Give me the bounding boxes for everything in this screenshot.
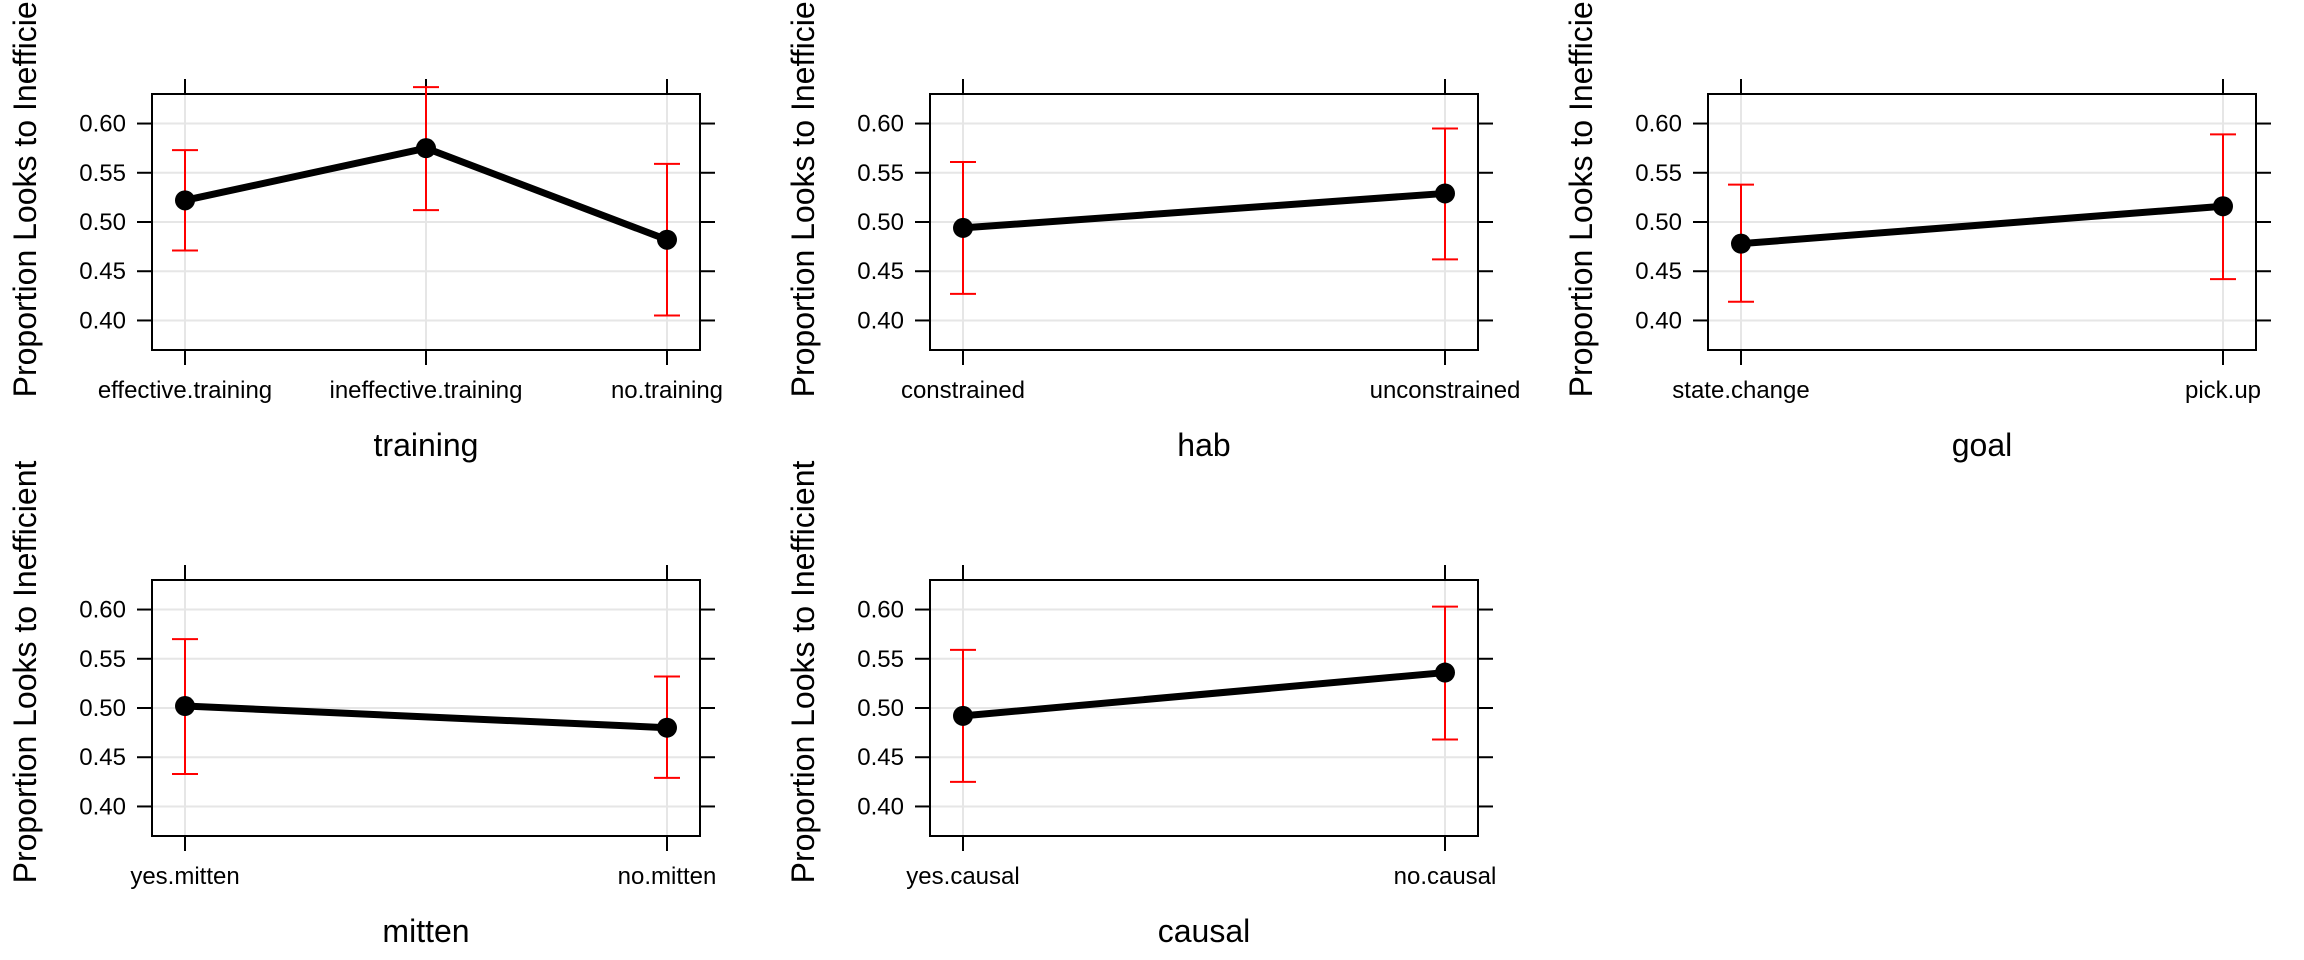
y-tick-label: 0.60 <box>79 111 126 138</box>
y-tick-label: 0.45 <box>857 744 904 771</box>
y-tick-label: 0.60 <box>1635 111 1682 138</box>
y-tick-label: 0.60 <box>857 111 904 138</box>
y-axis-title: Proportion Looks to Inefficient <box>7 0 43 397</box>
data-point <box>1435 662 1455 683</box>
y-axis-title: Proportion Looks to Inefficient <box>7 461 43 884</box>
x-tick-label: effective.training <box>98 377 272 404</box>
panel-mitten: 0.40 0.45 0.50 0.55 0.60 yes.mitten no.mitten m… <box>7 461 716 950</box>
y-tick-label: 0.50 <box>79 209 126 236</box>
x-tick-label: constrained <box>901 377 1025 404</box>
data-point <box>657 229 677 250</box>
y-tick-label: 0.55 <box>79 646 126 673</box>
y-tick-label: 0.40 <box>1635 307 1682 334</box>
y-tick-label: 0.40 <box>79 307 126 334</box>
x-tick-label: no.training <box>611 377 723 404</box>
x-axis-title: goal <box>1952 427 2013 463</box>
panel-goal: 0.40 0.45 0.50 0.55 0.60 state.change pick.up g… <box>1563 0 2271 463</box>
y-tick-label: 0.50 <box>1635 209 1682 236</box>
y-tick-label: 0.55 <box>79 160 126 187</box>
plot-frame <box>151 579 701 837</box>
y-axis-title: Proportion Looks to Inefficient <box>1563 0 1599 397</box>
data-point <box>1731 233 1751 254</box>
plot-frame <box>929 93 1479 351</box>
x-axis-title: causal <box>1158 913 1251 949</box>
x-tick-label: yes.causal <box>906 863 1019 890</box>
effect-line <box>959 669 1449 720</box>
data-point <box>1435 183 1455 204</box>
y-axis-title: Proportion Looks to Inefficient <box>785 0 821 397</box>
data-point <box>175 190 195 211</box>
y-tick-label: 0.45 <box>857 258 904 285</box>
y-tick-label: 0.40 <box>79 793 126 820</box>
y-axis-title: Proportion Looks to Inefficient <box>785 461 821 884</box>
x-tick-label: no.mitten <box>618 863 717 890</box>
y-tick-label: 0.55 <box>857 646 904 673</box>
y-tick-label: 0.40 <box>857 793 904 820</box>
effect-line <box>181 702 671 732</box>
y-tick-label: 0.50 <box>857 209 904 236</box>
data-point <box>416 138 436 159</box>
data-point <box>953 705 973 726</box>
y-tick-label: 0.50 <box>79 695 126 722</box>
x-tick-label: unconstrained <box>1370 377 1521 404</box>
y-tick-label: 0.60 <box>79 597 126 624</box>
x-axis-title: mitten <box>382 913 469 949</box>
y-tick-label: 0.40 <box>857 307 904 334</box>
x-tick-label: no.causal <box>1394 863 1497 890</box>
effect-line <box>959 189 1449 232</box>
y-tick-label: 0.45 <box>79 744 126 771</box>
x-axis-title: training <box>374 427 479 463</box>
y-tick-label: 0.45 <box>79 258 126 285</box>
plot-frame <box>1707 93 2257 351</box>
data-point <box>657 717 677 738</box>
x-tick-label: yes.mitten <box>130 863 239 890</box>
x-tick-label: state.change <box>1672 377 1809 404</box>
effect-line <box>1737 202 2227 248</box>
panel-training: 0.40 0.45 0.50 0.55 0.60 effective.training in… <box>7 0 723 463</box>
y-tick-label: 0.45 <box>1635 258 1682 285</box>
x-axis-title: hab <box>1177 427 1230 463</box>
data-point <box>2213 196 2233 217</box>
y-tick-label: 0.50 <box>857 695 904 722</box>
data-point <box>175 696 195 717</box>
y-tick-label: 0.55 <box>1635 160 1682 187</box>
panel-hab: 0.40 0.45 0.50 0.55 0.60 constrained unconstra… <box>785 0 1520 463</box>
x-tick-label: ineffective.training <box>329 377 522 404</box>
plot-frame <box>929 579 1479 837</box>
y-tick-label: 0.60 <box>857 597 904 624</box>
y-tick-label: 0.55 <box>857 160 904 187</box>
x-tick-label: pick.up <box>2185 377 2261 404</box>
data-point <box>953 217 973 238</box>
panel-causal: 0.40 0.45 0.50 0.55 0.60 yes.causal no.causal c… <box>785 461 1496 950</box>
